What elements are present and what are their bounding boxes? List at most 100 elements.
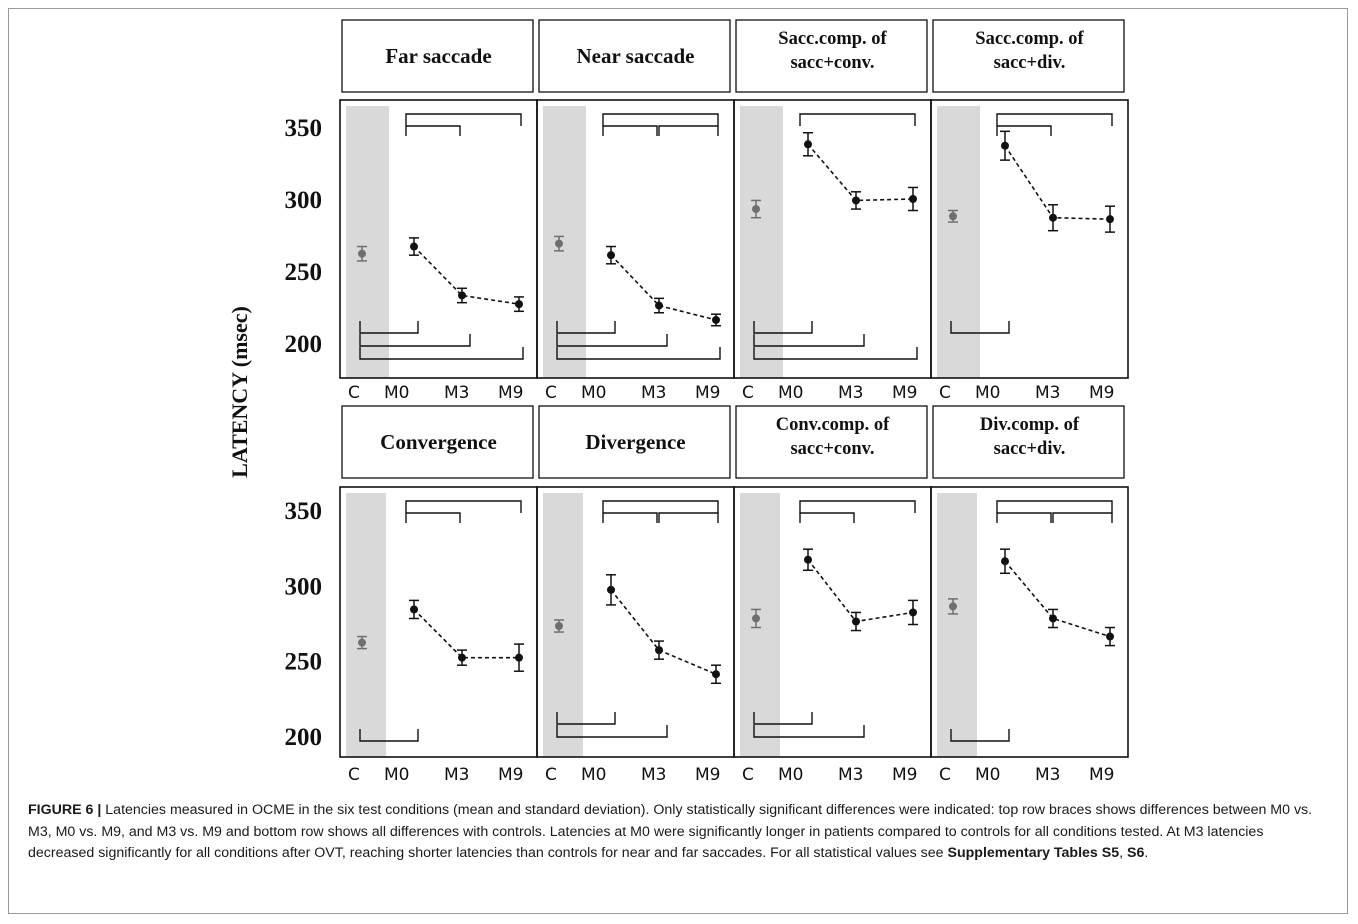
data-point [1106,215,1114,224]
x-tick-label: M0 [384,383,409,403]
x-tick-label: M0 [778,765,803,785]
data-point [1001,141,1009,150]
data-point [752,614,760,623]
data-point [458,291,466,300]
x-tick-label: M3 [1035,765,1060,785]
x-tick-label: M3 [641,383,666,403]
data-point [949,602,957,611]
panel-title-line: Div.comp. of [980,415,1080,435]
panel-title-box [538,405,731,479]
panel-title-line: sacc+conv. [790,53,874,73]
x-tick-label: M3 [838,765,863,785]
bottom-significance-brace [359,334,471,347]
x-tick-label: M9 [892,383,917,403]
bottom-significance-brace [556,725,668,738]
bottom-significance-brace [556,334,668,347]
bottom-significance-brace [753,712,813,725]
panel-title-box [735,405,928,479]
caption-end: . [1144,845,1149,861]
patient-trend-line [1004,145,1111,220]
y-axis-label: LATENCY (msec) [227,306,252,478]
bottom-significance-brace [359,321,419,334]
panel-title-box [341,405,534,479]
x-tick-label: M0 [778,383,803,403]
panel-frame [930,486,1129,758]
figure-caption: FIGURE 6 | Latencies measured in OCME in… [28,800,1328,865]
top-significance-brace [602,500,719,513]
data-point [555,239,563,248]
caption-label: FIGURE 6 | [28,802,102,818]
panel-title-line: sacc+conv. [790,439,874,459]
top-significance-brace [996,125,1052,136]
panel-title-line: sacc+div. [994,439,1066,459]
top-significance-brace [658,125,719,136]
data-point [852,196,860,205]
data-point [1049,614,1057,623]
x-tick-label: C [742,765,754,785]
panel-title-line: sacc+div. [994,53,1066,73]
x-tick-label: M9 [1089,383,1114,403]
bottom-significance-brace [753,725,865,738]
control-band [937,493,977,757]
x-tick-label: M9 [498,765,523,785]
x-tick-label: M3 [444,383,469,403]
x-tick-label: M9 [892,765,917,785]
y-tick-label: 350 [285,115,323,142]
data-point [804,555,812,564]
data-point [909,195,917,203]
x-tick-label: C [545,383,557,403]
data-point [949,212,957,221]
panel-title-box [932,405,1125,479]
x-tick-label: M0 [581,383,606,403]
top-significance-brace [602,512,658,523]
bottom-significance-brace [753,321,813,334]
y-tick-label: 250 [285,649,323,676]
x-tick-label: M3 [1035,383,1060,403]
bottom-significance-brace [359,729,419,742]
control-band [740,493,780,757]
data-point [655,301,663,310]
data-point [752,205,760,214]
data-point [804,140,812,149]
x-tick-label: M0 [581,765,606,785]
data-point [909,608,917,617]
top-significance-brace [658,512,719,523]
control-band [937,106,980,378]
data-point [358,638,366,647]
caption-text: Latencies measured in OCME in the six te… [28,802,1313,861]
data-point [712,670,720,679]
data-point [852,617,860,626]
data-point [410,605,418,614]
x-tick-label: C [545,765,557,785]
top-significance-brace [405,512,461,523]
x-tick-label: M0 [975,383,1000,403]
patient-trend-line [610,589,717,675]
panel-title: Far saccade [385,44,491,68]
panel-title-box [735,19,928,93]
panel-title: Near saccade [577,44,695,68]
top-significance-brace [996,113,1113,126]
x-tick-label: M9 [1089,765,1114,785]
bottom-significance-brace [950,321,1010,334]
x-tick-label: C [348,383,360,403]
patient-trend-line [1004,560,1111,638]
top-significance-brace [602,113,719,126]
control-band [543,106,586,378]
panel-title-line: Sacc.comp. of [975,29,1084,49]
panel-title-box [538,19,731,93]
bottom-significance-brace [359,347,524,360]
x-tick-label: M9 [695,765,720,785]
data-point [555,622,563,631]
top-significance-brace [799,512,855,523]
data-point [1106,632,1114,641]
y-tick-label: 200 [285,724,323,751]
bottom-significance-brace [556,712,616,725]
panel-title-line: Sacc.comp. of [778,29,887,49]
x-tick-label: C [939,765,951,785]
x-tick-label: M9 [498,383,523,403]
caption-ref-2: S6 [1127,845,1145,861]
x-tick-label: C [348,765,360,785]
data-point [410,242,418,251]
x-tick-label: M9 [695,383,720,403]
panel-title-box [932,19,1125,93]
